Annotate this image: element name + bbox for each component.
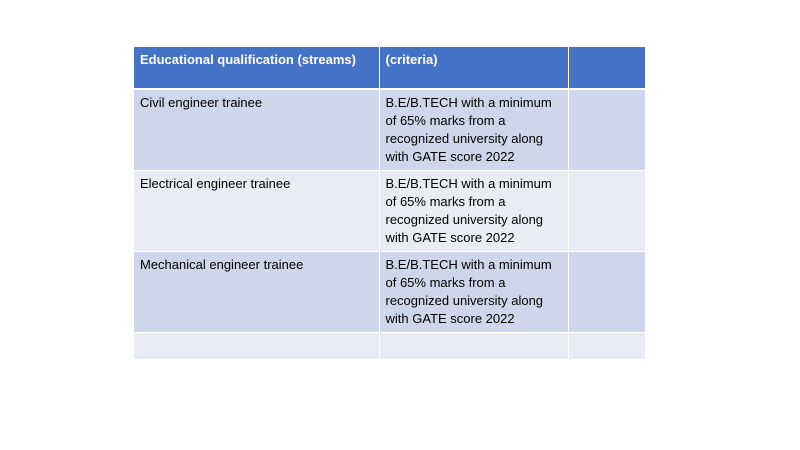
criteria-cell: B.E/B.TECH with a minimum of 65% marks f… — [379, 170, 569, 252]
extra-cell — [568, 332, 645, 360]
extra-cell — [568, 170, 645, 252]
extra-cell — [568, 89, 645, 171]
criteria-cell: B.E/B.TECH with a minimum of 65% marks f… — [379, 89, 569, 171]
stream-cell: Mechanical engineer trainee — [134, 251, 380, 333]
criteria-cell — [379, 332, 569, 360]
table-row: Electrical engineer trainee B.E/B.TECH w… — [134, 170, 645, 252]
qualification-table: Educational qualification (streams) (cri… — [134, 47, 645, 360]
table-header-row: Educational qualification (streams) (cri… — [134, 47, 645, 90]
stream-cell: Electrical engineer trainee — [134, 170, 380, 252]
header-criteria: (criteria) — [379, 47, 569, 90]
table-row: Civil engineer trainee B.E/B.TECH with a… — [134, 89, 645, 171]
table-row: Mechanical engineer trainee B.E/B.TECH w… — [134, 251, 645, 333]
header-educational-qualification: Educational qualification (streams) — [134, 47, 380, 90]
header-empty — [568, 47, 645, 90]
criteria-cell: B.E/B.TECH with a minimum of 65% marks f… — [379, 251, 569, 333]
table-row — [134, 332, 645, 360]
stream-cell: Civil engineer trainee — [134, 89, 380, 171]
stream-cell — [134, 332, 380, 360]
extra-cell — [568, 251, 645, 333]
